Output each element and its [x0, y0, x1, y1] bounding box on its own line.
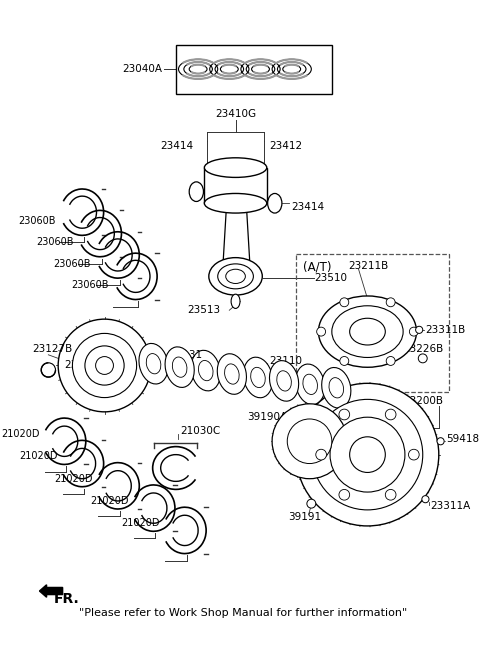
Text: 23412: 23412 — [269, 141, 302, 151]
Text: 23414: 23414 — [292, 202, 325, 212]
Text: 21030C: 21030C — [180, 426, 220, 436]
Circle shape — [312, 399, 423, 510]
Text: 23510: 23510 — [314, 273, 347, 283]
Text: 23040A: 23040A — [122, 64, 162, 74]
Text: 23311A: 23311A — [430, 501, 470, 511]
Text: 23060B: 23060B — [72, 281, 109, 290]
Ellipse shape — [172, 357, 187, 377]
Circle shape — [272, 404, 347, 479]
Text: 23060B: 23060B — [18, 216, 56, 226]
Text: 21020D: 21020D — [1, 429, 39, 439]
Text: 23060B: 23060B — [54, 259, 91, 269]
Ellipse shape — [296, 364, 325, 405]
Ellipse shape — [329, 378, 344, 398]
Text: 21020D: 21020D — [19, 451, 57, 461]
Ellipse shape — [231, 294, 240, 308]
Ellipse shape — [303, 374, 317, 394]
Circle shape — [385, 409, 396, 420]
Circle shape — [418, 354, 427, 363]
Ellipse shape — [318, 296, 417, 367]
Ellipse shape — [332, 306, 403, 357]
Circle shape — [96, 357, 113, 374]
Text: 39191: 39191 — [288, 512, 322, 522]
Ellipse shape — [226, 269, 245, 283]
Text: 23311B: 23311B — [425, 325, 466, 335]
Ellipse shape — [146, 353, 161, 374]
Ellipse shape — [218, 264, 253, 289]
Circle shape — [437, 438, 444, 445]
Ellipse shape — [251, 367, 265, 388]
Ellipse shape — [269, 361, 299, 401]
Text: 23211B: 23211B — [348, 261, 388, 271]
Text: 23131: 23131 — [169, 350, 202, 360]
Circle shape — [58, 319, 151, 412]
Text: "Please refer to Work Shop Manual for further information": "Please refer to Work Shop Manual for fu… — [79, 608, 407, 618]
Circle shape — [72, 333, 137, 397]
Text: 23226B: 23226B — [403, 344, 444, 354]
Text: (A/T): (A/T) — [303, 260, 332, 273]
Bar — [204, 168, 267, 203]
Circle shape — [408, 449, 419, 460]
Text: 23200B: 23200B — [403, 396, 443, 406]
Ellipse shape — [191, 350, 220, 391]
Ellipse shape — [225, 364, 239, 384]
Text: 21020D: 21020D — [90, 496, 129, 506]
Circle shape — [41, 363, 56, 377]
Circle shape — [316, 449, 326, 460]
Circle shape — [296, 383, 439, 526]
Circle shape — [386, 357, 395, 365]
Text: 23124B: 23124B — [64, 361, 105, 371]
Circle shape — [422, 495, 429, 503]
Ellipse shape — [204, 193, 267, 213]
Bar — [176, 45, 332, 93]
Text: 21020D: 21020D — [121, 518, 160, 528]
Circle shape — [416, 327, 423, 333]
Ellipse shape — [217, 353, 246, 394]
Text: 23212: 23212 — [349, 412, 383, 422]
Ellipse shape — [268, 193, 282, 213]
Text: 59418: 59418 — [446, 434, 479, 443]
Ellipse shape — [139, 344, 168, 384]
Text: 23410G: 23410G — [215, 109, 256, 119]
Circle shape — [386, 298, 395, 307]
Circle shape — [330, 417, 405, 492]
Circle shape — [340, 298, 349, 307]
Text: FR.: FR. — [54, 592, 80, 606]
Circle shape — [307, 499, 316, 508]
Text: 39190A: 39190A — [247, 412, 287, 422]
Ellipse shape — [204, 158, 267, 177]
Ellipse shape — [349, 318, 385, 345]
Text: 21020D: 21020D — [54, 474, 93, 484]
Circle shape — [409, 327, 418, 336]
Text: 23127B: 23127B — [32, 344, 72, 354]
Ellipse shape — [322, 367, 351, 408]
Circle shape — [339, 489, 349, 500]
Circle shape — [339, 409, 349, 420]
Ellipse shape — [209, 258, 262, 295]
Ellipse shape — [277, 371, 291, 391]
Circle shape — [287, 419, 332, 464]
Text: 23110: 23110 — [269, 356, 302, 366]
Circle shape — [385, 489, 396, 500]
Circle shape — [349, 437, 385, 472]
Polygon shape — [223, 203, 250, 263]
Ellipse shape — [198, 361, 213, 380]
Circle shape — [317, 327, 325, 336]
Ellipse shape — [165, 347, 194, 388]
Text: 23513: 23513 — [187, 306, 220, 315]
Ellipse shape — [243, 357, 273, 397]
Circle shape — [85, 346, 124, 385]
Ellipse shape — [189, 182, 204, 202]
Circle shape — [340, 357, 349, 365]
Text: 23060B: 23060B — [36, 237, 73, 248]
FancyArrow shape — [39, 585, 62, 597]
Bar — [296, 254, 449, 392]
Text: 23414: 23414 — [160, 141, 193, 151]
